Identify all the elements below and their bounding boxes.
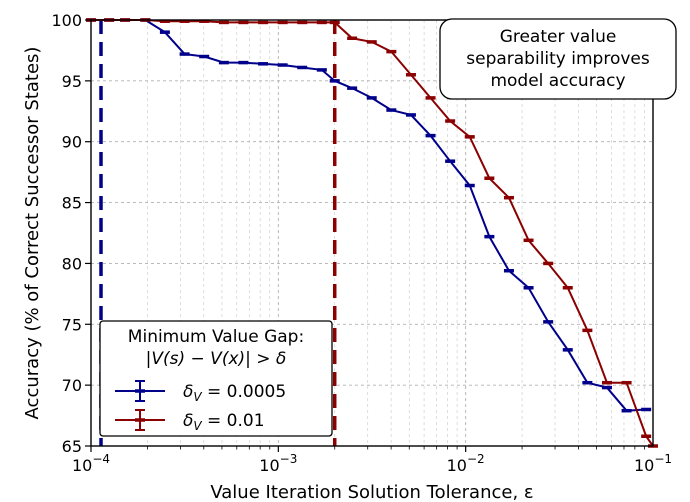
series-line <box>91 19 647 412</box>
legend-title-line-2: |V(s) − V(x)| > δ <box>146 349 287 369</box>
legend-item: δV = 0.0005 <box>115 380 286 404</box>
y-tick-label: 90 <box>62 133 82 152</box>
x-tick-exponent: −3 <box>280 452 298 466</box>
x-tick-exponent: −4 <box>92 452 110 466</box>
axis-ticks: 65 70 75 80 85 90 95 100 10−4 10−3 10−2 10−1 <box>51 11 672 475</box>
x-tick-label: 10−1 <box>634 452 672 475</box>
annotation-line-2: separability improves <box>466 49 650 69</box>
legend-item: δV = 0.01 <box>115 409 265 433</box>
legend: Minimum Value Gap: |V(s) − V(x)| > δ δV … <box>99 320 333 437</box>
annotation-frame <box>439 18 677 100</box>
y-tick-label: 70 <box>62 376 82 395</box>
x-tick-exponent: −1 <box>654 452 672 466</box>
y-tick-label: 85 <box>62 194 82 213</box>
y-tick-label: 100 <box>51 11 82 30</box>
y-tick-label: 75 <box>62 315 82 334</box>
legend-title-line-1: Minimum Value Gap: <box>128 327 304 347</box>
legend-label: δV = 0.01 <box>183 411 265 433</box>
y-tick-label: 95 <box>62 72 82 91</box>
series-group <box>86 18 658 448</box>
annotation-line-1: Greater value <box>500 27 617 47</box>
plot-frame <box>90 19 654 447</box>
legend-frame <box>99 320 333 437</box>
annotation-box: Greater value separability improves mode… <box>439 18 677 100</box>
x-tick-label: 10−2 <box>447 452 485 475</box>
x-tick-exponent: −2 <box>467 452 485 466</box>
x-tick-label: 10−4 <box>72 452 110 475</box>
legend-label: δV = 0.0005 <box>183 382 286 404</box>
y-tick-label: 80 <box>62 254 82 273</box>
x-tick-label: 10−3 <box>259 452 297 475</box>
y-axis-label: Accuracy (% of Correct Successor States) <box>22 47 43 420</box>
x-axis-label: Value Iteration Solution Tolerance, ε <box>210 482 533 502</box>
legend-items: δV = 0.0005 δV = 0.01 <box>115 380 286 433</box>
y-tick-label: 65 <box>62 437 82 456</box>
annotation-line-3: model accuracy <box>490 71 625 91</box>
